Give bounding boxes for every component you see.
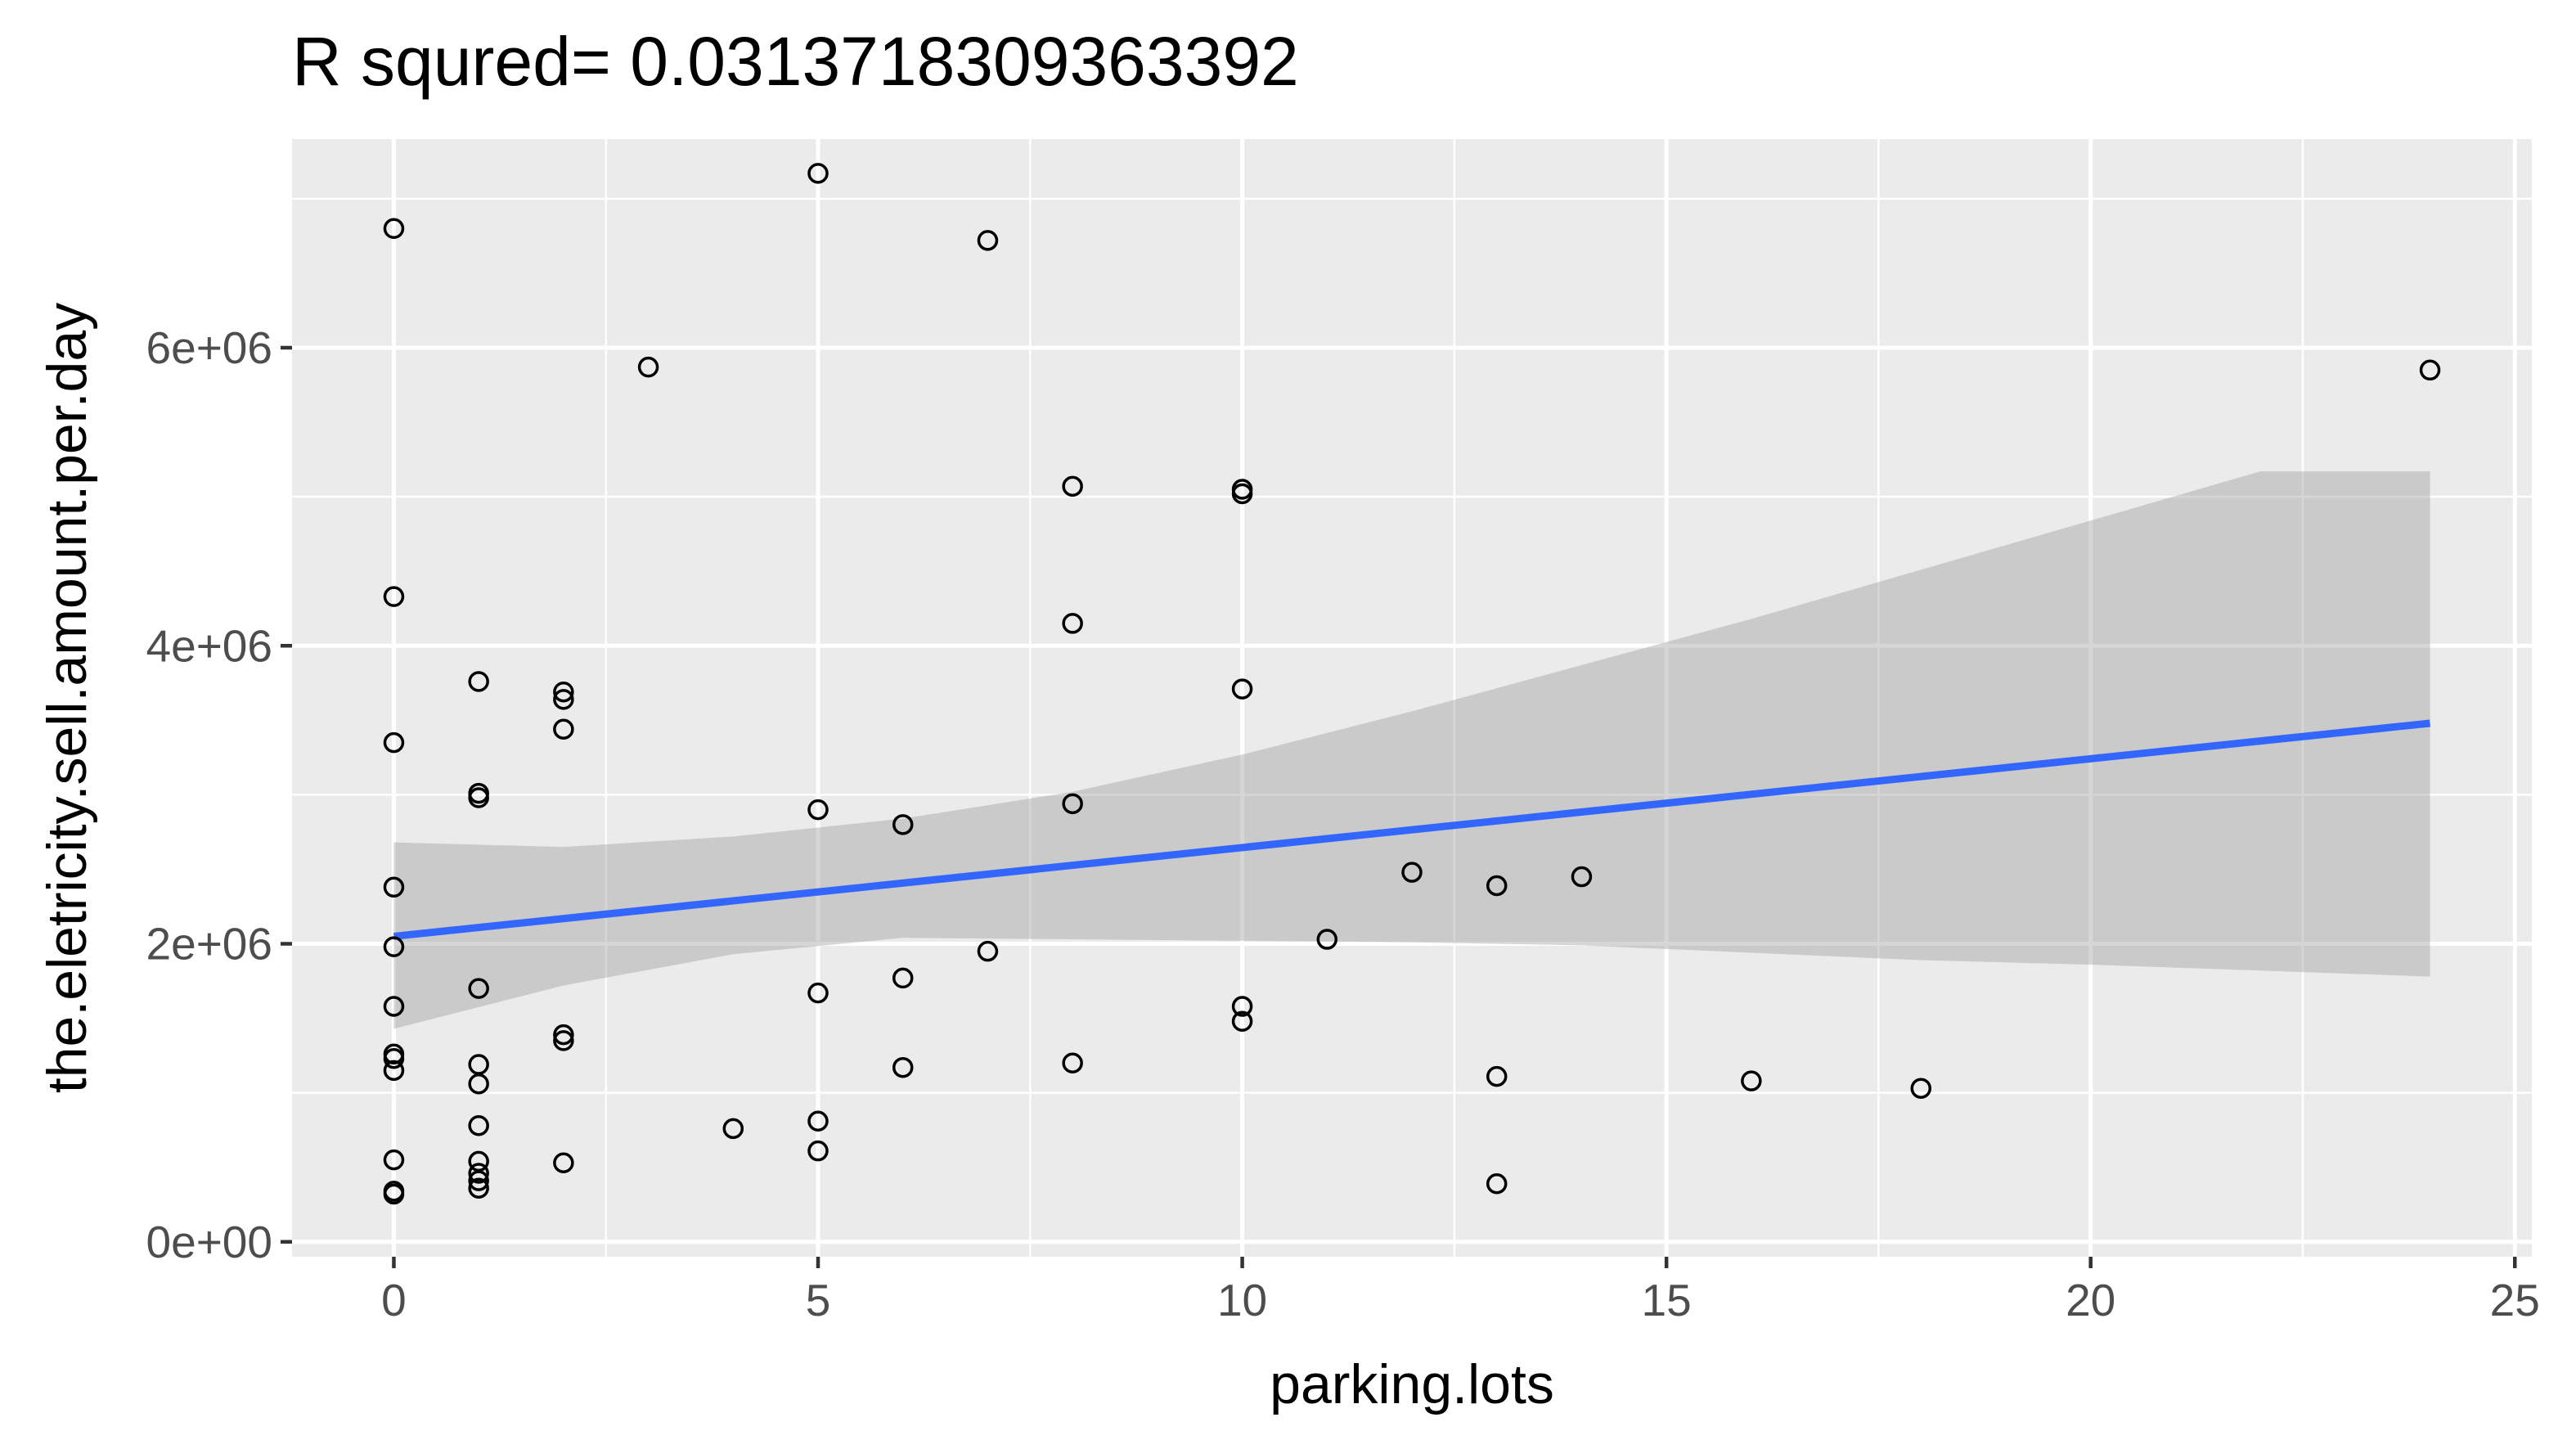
data-point [383,1060,405,1082]
data-point [553,1024,574,1046]
data-point [468,1177,489,1199]
data-point [807,799,829,821]
regression-line-layer [393,719,2431,940]
data-point [383,1149,405,1171]
data-point [807,1110,829,1132]
y-axis-ticks: 0e+00 2e+06 4e+06 6e+06 [146,322,292,1267]
data-point [1571,866,1593,888]
regression-line [393,719,2431,940]
x-tick-label: 20 [2066,1275,2115,1325]
x-tick-label: 25 [2490,1275,2540,1325]
data-point [1910,1078,1932,1099]
confidence-band-layer [393,471,2430,1029]
y-tick-label: 0e+00 [146,1217,272,1267]
y-tick-label: 6e+06 [146,322,272,373]
y-axis-title: the.eletricity.sell.amount.per.day [36,303,98,1093]
data-point [1741,1070,1762,1091]
data-point [722,1118,744,1140]
data-point [383,936,405,957]
y-tick-label: 2e+06 [146,919,272,970]
data-point [2419,359,2441,381]
data-point [1486,1065,1508,1087]
data-point [1062,793,1083,815]
data-point [468,1073,489,1095]
data-point [892,814,914,835]
plot-panel [292,139,2532,1257]
data-point [1231,678,1253,700]
data-point [553,681,574,703]
data-point [383,731,405,754]
data-point [637,356,659,378]
data-point [1062,475,1083,497]
data-point [1486,1173,1508,1195]
data-point [383,586,405,607]
x-axis-title: parking.lots [1270,1353,1554,1415]
x-tick-label: 15 [1642,1275,1692,1325]
data-point [892,967,914,989]
data-point [1231,1010,1253,1032]
data-point [383,996,405,1017]
data-point [468,1163,489,1184]
data-point [553,1030,574,1051]
data-point [1231,996,1253,1017]
data-point [807,1140,829,1162]
x-axis-ticks: 0 5 10 15 20 25 [381,1257,2540,1325]
data-point [553,689,574,710]
confidence-band [393,471,2430,1029]
data-point [1316,929,1338,950]
data-point [383,876,405,898]
data-point [468,671,489,692]
data-point [553,1152,574,1174]
data-point [1401,862,1423,883]
data-point [383,218,405,240]
data-point [807,982,829,1004]
data-point [553,718,574,740]
major-gridlines [292,139,2532,1257]
x-tick-label: 0 [381,1275,407,1325]
data-point [1062,1052,1083,1073]
chart-title: R squred= 0.0313718309363392 [292,23,1299,100]
data-point [977,940,999,962]
data-point [383,1183,405,1205]
x-tick-label: 5 [806,1275,831,1325]
data-point [383,1048,405,1069]
data-point [1231,483,1253,505]
data-point [468,787,489,808]
data-point [468,1114,489,1136]
minor-gridlines [292,139,2532,1257]
data-point [807,163,829,184]
y-tick-label: 4e+06 [146,620,272,671]
data-point [1062,613,1083,634]
data-point [468,1170,489,1191]
x-tick-label: 10 [1217,1275,1267,1325]
data-point [892,1056,914,1078]
data-point [977,230,999,251]
data-points-layer [383,163,2441,1205]
data-point [1486,875,1508,897]
data-point [468,978,489,999]
